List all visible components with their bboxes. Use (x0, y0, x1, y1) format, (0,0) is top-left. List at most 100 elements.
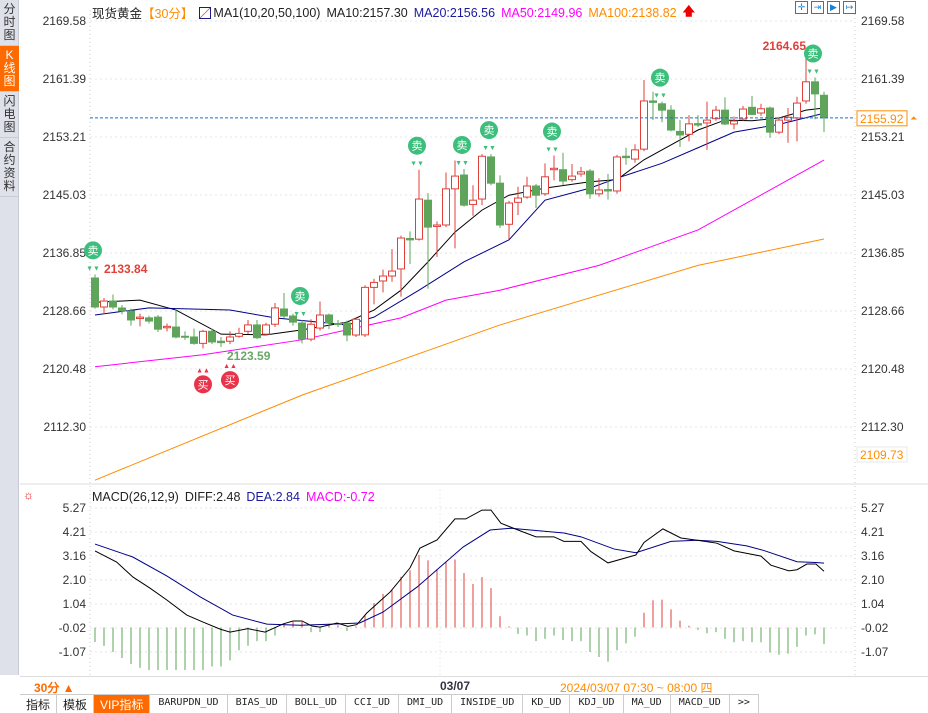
tab-bias-ud[interactable]: BIAS_UD (228, 695, 287, 713)
tab-kd-ud[interactable]: KD_UD (523, 695, 571, 713)
candle-body[interactable] (334, 323, 342, 326)
candle-body[interactable] (550, 167, 558, 171)
tab-inside-ud[interactable]: INSIDE_UD (452, 695, 524, 713)
candle-body[interactable] (433, 224, 441, 227)
tab-cci-ud[interactable]: CCI_UD (346, 695, 400, 713)
candle-body[interactable] (244, 324, 252, 332)
crosshair-icon[interactable]: ✛ (795, 1, 808, 14)
candle-body[interactable] (109, 300, 117, 308)
candle-body[interactable] (442, 188, 450, 226)
tab--[interactable]: 指标 (20, 695, 58, 713)
sidebar-item-contract-info[interactable]: 合约资料 (0, 138, 19, 197)
candle-body[interactable] (226, 336, 234, 342)
candle-body[interactable] (766, 107, 774, 133)
tab--[interactable]: >> (730, 695, 759, 713)
tab-barupdn-ud[interactable]: BARUPDN_UD (150, 695, 228, 713)
candle-body[interactable] (145, 317, 153, 322)
sidebar-item-kline[interactable]: K线图 (0, 46, 19, 92)
candle-body[interactable] (397, 237, 405, 270)
candle-body[interactable] (739, 108, 747, 120)
candle-body[interactable] (460, 174, 468, 206)
candle-body[interactable] (820, 94, 828, 119)
candle-body[interactable] (235, 332, 243, 337)
candle-body[interactable] (730, 120, 738, 125)
candle-body[interactable] (136, 316, 144, 320)
candle-body[interactable] (622, 155, 630, 159)
candle-body[interactable] (307, 323, 315, 340)
move-right-icon[interactable]: ↦ (843, 1, 856, 14)
tab-dmi-ud[interactable]: DMI_UD (399, 695, 453, 713)
candle-body[interactable] (343, 322, 351, 336)
candle-body[interactable] (604, 189, 612, 192)
tab-vip-[interactable]: VIP指标 (94, 695, 151, 713)
tab-ma-ud[interactable]: MA_UD (624, 695, 671, 713)
sidebar-item-timeshare[interactable]: 分时图 (0, 0, 19, 46)
candle-body[interactable] (811, 81, 819, 95)
candle-body[interactable] (667, 109, 675, 131)
tab--[interactable]: 模板 (57, 695, 95, 713)
candle-body[interactable] (190, 336, 198, 344)
candle-body[interactable] (172, 326, 180, 338)
candle-body[interactable] (253, 324, 261, 339)
candle-body[interactable] (685, 123, 693, 135)
candle-body[interactable] (793, 102, 801, 119)
candle-body[interactable] (613, 156, 621, 192)
candle-body[interactable] (748, 106, 756, 115)
period-selector[interactable]: 30分 ▲ (34, 681, 75, 695)
candle-body[interactable] (712, 109, 720, 120)
candle-body[interactable] (541, 176, 549, 195)
candle-body[interactable] (208, 330, 216, 343)
candle-body[interactable] (784, 116, 792, 121)
zoom-out-icon[interactable]: ▶ (827, 1, 840, 14)
candle-body[interactable] (802, 81, 810, 102)
candle-body[interactable] (271, 307, 279, 325)
candle-body[interactable] (694, 123, 702, 126)
candle-body[interactable] (379, 275, 387, 282)
candle-body[interactable] (100, 300, 108, 308)
candle-body[interactable] (298, 322, 306, 340)
candle-body[interactable] (676, 130, 684, 136)
candle-body[interactable] (757, 108, 765, 114)
candle-body[interactable] (631, 149, 639, 160)
candle-body[interactable] (478, 155, 486, 200)
candle-body[interactable] (388, 270, 396, 277)
candle-body[interactable] (559, 169, 567, 182)
candle-body[interactable] (118, 307, 126, 312)
candle-body[interactable] (127, 310, 135, 321)
sidebar-item-flash[interactable]: 闪电图 (0, 92, 19, 138)
candle-body[interactable] (649, 100, 657, 103)
candle-body[interactable] (415, 198, 423, 240)
zoom-in-icon[interactable]: ⇥ (811, 1, 824, 14)
candle-body[interactable] (451, 175, 459, 190)
tab-macd-ud[interactable]: MACD_UD (671, 695, 730, 713)
candle-body[interactable] (289, 315, 297, 323)
candle-body[interactable] (487, 156, 495, 184)
candle-body[interactable] (199, 330, 207, 344)
candle-body[interactable] (280, 308, 288, 317)
candle-body[interactable] (532, 185, 540, 196)
candle-body[interactable] (325, 314, 333, 324)
candle-body[interactable] (568, 175, 576, 181)
candle-body[interactable] (406, 237, 414, 241)
candle-body[interactable] (703, 119, 711, 124)
candle-body[interactable] (361, 286, 369, 336)
candle-body[interactable] (163, 325, 171, 329)
candle-body[interactable] (316, 314, 324, 329)
candle-body[interactable] (469, 199, 477, 205)
tab-kdj-ud[interactable]: KDJ_UD (570, 695, 624, 713)
candle-body[interactable] (217, 340, 225, 344)
candle-body[interactable] (262, 324, 270, 335)
candle-body[interactable] (424, 199, 432, 228)
candle-body[interactable] (352, 318, 360, 336)
candle-body[interactable] (496, 182, 504, 226)
ma-indicator-icon[interactable] (199, 6, 212, 19)
candle-body[interactable] (181, 335, 189, 338)
candle-body[interactable] (523, 185, 531, 198)
tab-boll-ud[interactable]: BOLL_UD (287, 695, 346, 713)
candle-body[interactable] (595, 189, 603, 195)
candle-body[interactable] (640, 100, 648, 150)
candle-body[interactable] (586, 170, 594, 195)
settings-sun-icon[interactable]: ☼ (23, 488, 34, 502)
candle-body[interactable] (577, 171, 585, 175)
